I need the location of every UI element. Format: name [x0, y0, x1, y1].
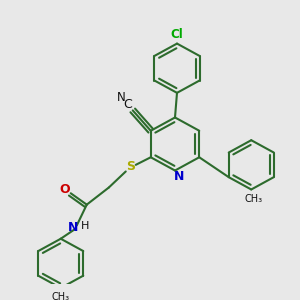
Text: H: H [81, 221, 89, 231]
Text: CH₃: CH₃ [52, 292, 70, 300]
Text: O: O [59, 183, 70, 196]
Text: N: N [68, 221, 78, 234]
Text: N: N [174, 170, 184, 183]
Text: N: N [117, 91, 126, 104]
Text: Cl: Cl [171, 28, 183, 40]
Text: C: C [123, 98, 132, 111]
Text: CH₃: CH₃ [244, 194, 262, 204]
Text: S: S [126, 160, 135, 173]
